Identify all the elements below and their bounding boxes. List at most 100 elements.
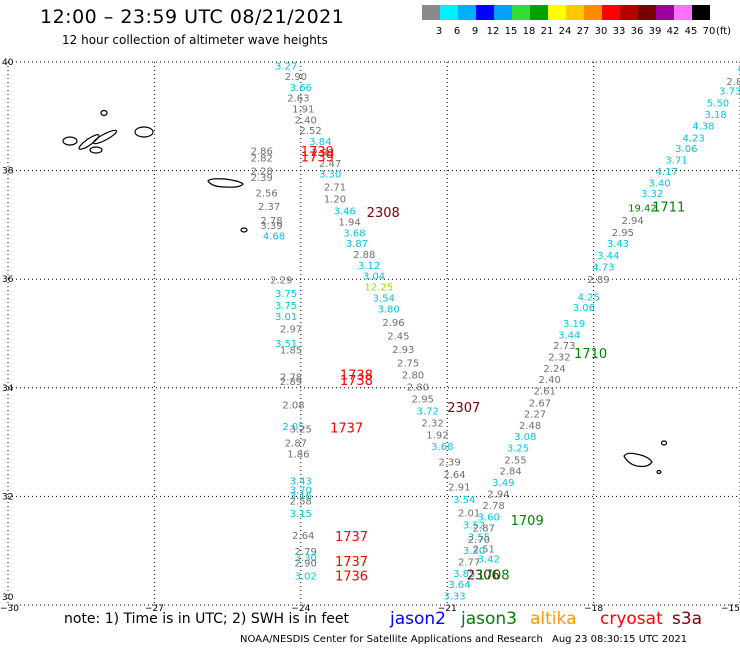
pass-time-label: 1738	[340, 374, 373, 389]
pass-time-label: 1737	[335, 555, 368, 570]
wave-height-label: 2.75	[397, 359, 419, 370]
island-shape	[660, 440, 668, 446]
color-scale-label: 39	[648, 26, 662, 37]
wave-height-label: 4.68	[263, 232, 285, 243]
wave-height-label: 2.90	[295, 558, 317, 569]
wave-height-label: 3.25	[507, 443, 529, 454]
wave-height-label: 2.89	[280, 377, 302, 388]
wave-height-label: 2.05	[282, 422, 304, 433]
wave-height-label: 2.93	[392, 345, 414, 356]
wave-height-label: 2.94	[622, 216, 644, 227]
island-shape	[62, 136, 78, 146]
y-tick-label: 40	[2, 58, 14, 68]
wave-height-label: 3.18	[704, 110, 726, 121]
wave-height-label: 3.06	[573, 303, 595, 314]
wave-height-label: 3.40	[648, 178, 670, 189]
color-scale-label: 21	[540, 26, 554, 37]
footer-note: note: 1) Time is in UTC; 2) SWH is in fe…	[64, 611, 350, 627]
color-swatch	[440, 5, 458, 20]
wave-height-label: 2.29	[270, 276, 292, 287]
wave-height-label: 3.68	[431, 442, 453, 453]
color-swatch	[494, 5, 512, 20]
x-tick-label: −21	[438, 604, 457, 614]
wave-height-label: 1.86	[287, 449, 309, 460]
x-tick-label: −15	[721, 604, 740, 614]
wave-height-label: 2.27	[524, 410, 546, 421]
wave-height-label: 3.72	[417, 406, 439, 417]
color-scale-label: 30	[594, 26, 608, 37]
island-shape	[100, 109, 108, 117]
island-shape	[240, 227, 248, 233]
wave-height-label: 2.89	[587, 275, 609, 286]
color-scale-label: 70	[702, 26, 716, 37]
wave-height-label: 2.79	[295, 547, 317, 558]
color-scale-label: 6	[453, 26, 461, 37]
color-swatch	[566, 5, 584, 20]
wave-height-label: 4.25	[578, 292, 600, 303]
wave-height-label: 2.80	[402, 371, 424, 382]
wave-height-label: 1.20	[324, 195, 346, 206]
island-shape	[623, 452, 653, 468]
wave-height-label: 2.78	[280, 373, 302, 384]
wave-height-label: 2.95	[412, 394, 434, 405]
wave-height-label: 2.40	[295, 115, 317, 126]
wave-height-label: 12.25	[365, 283, 394, 294]
wave-height-label: 3.33	[443, 592, 465, 603]
wave-height-label: 2.39	[439, 457, 461, 468]
wave-height-label: 2.95	[612, 228, 634, 239]
color-scale-unit: (ft)	[716, 26, 732, 37]
color-swatch	[638, 5, 656, 20]
wave-height-label: 3.54	[453, 495, 475, 506]
chart-title: 12:00 – 23:59 UTC 08/21/2021	[40, 6, 345, 28]
grid-lines	[7, 61, 740, 606]
color-swatch	[422, 5, 440, 20]
color-swatch	[602, 5, 620, 20]
wave-height-label: 3.85	[453, 569, 475, 580]
wave-height-label: 2.87	[473, 524, 495, 535]
wave-height-label: 3.02	[295, 571, 317, 582]
wave-height-label: 1.94	[338, 217, 360, 228]
wave-height-label: 3.70	[290, 486, 312, 497]
wave-height-label: 2.97	[280, 324, 302, 335]
wave-height-label: 4.17	[656, 167, 678, 178]
satellite-legend-cryosat: cryosat	[600, 609, 663, 629]
color-swatch	[530, 5, 548, 20]
pass-time-label: 1738	[340, 369, 373, 384]
wave-height-label: 3.60	[478, 512, 500, 523]
y-tick-label: 32	[2, 492, 13, 502]
wave-height-label: 1.91	[292, 104, 314, 115]
wave-height-label: 3.25	[290, 424, 312, 435]
wave-height-label: 2.45	[387, 331, 409, 342]
color-scale-label: 24	[558, 26, 572, 37]
color-scale-label: 42	[666, 26, 680, 37]
island-shape	[89, 146, 103, 154]
wave-height-label: 3.44	[597, 251, 619, 262]
wave-height-label: 3.15	[290, 509, 312, 520]
wave-height-label: 2.70	[468, 535, 490, 546]
wave-height-label: 3.43	[290, 476, 312, 487]
wave-height-label: 3.20	[463, 546, 485, 557]
wave-height-label: 2.56	[256, 189, 278, 200]
wave-height-label: 3.80	[378, 304, 400, 315]
wave-height-label: 1.85	[280, 346, 302, 357]
pass-time-label: 1710	[574, 347, 607, 362]
wave-height-label: 3.68	[343, 228, 365, 239]
axis-tick-labels: −30 −27 −24 −21 −18 −15 32 34 36 38 40 30	[0, 58, 740, 614]
satellite-legend-jason3: jason3	[461, 609, 517, 629]
pass-time-labels: 1739173923081738173817372307173717371736…	[301, 145, 685, 585]
wave-height-label: 2.48	[519, 421, 541, 432]
wave-height-label: 2.40	[539, 375, 561, 386]
pass-time-label: 2308	[367, 206, 400, 221]
satellite-legend-altika: altika	[530, 609, 577, 629]
wave-height-label: 2.24	[543, 364, 565, 375]
wave-height-label: 19.42	[628, 203, 657, 214]
color-swatch	[584, 5, 602, 20]
wave-height-label: 2.47	[319, 159, 341, 170]
x-tick-label: −24	[291, 604, 310, 614]
generation-timestamp: Aug 23 08:30:15 UTC 2021	[552, 634, 688, 645]
wave-height-label: 4.38	[692, 121, 714, 132]
wave-height-label: 2.90	[285, 72, 307, 83]
pass-time-label: 2306	[467, 568, 500, 583]
color-swatch	[476, 5, 494, 20]
